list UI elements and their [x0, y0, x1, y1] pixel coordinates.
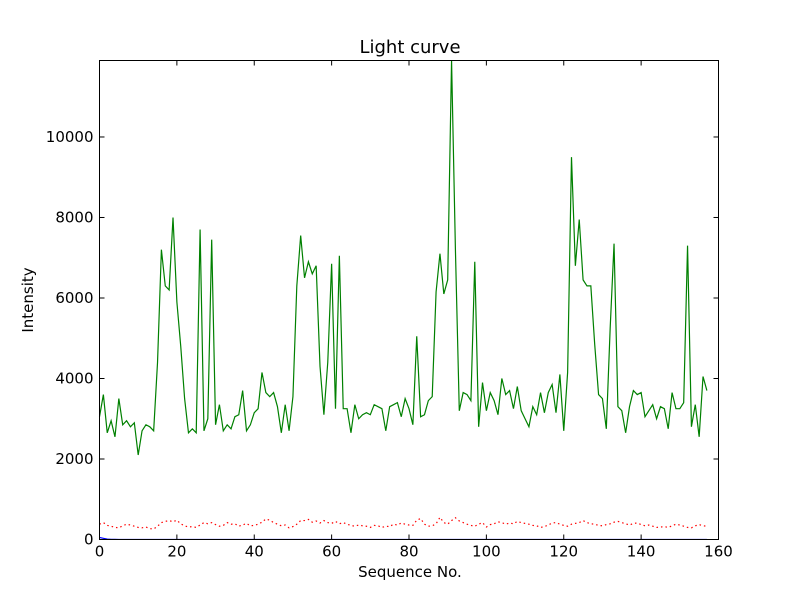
y-axis-label: Intensity	[19, 267, 37, 332]
series-line-0	[98, 60, 708, 456]
x-tick-label: 80	[399, 543, 418, 561]
y-tick-label: 10000	[46, 128, 94, 146]
y-tick-label: 4000	[55, 369, 93, 387]
x-tick-label: 120	[549, 543, 578, 561]
y-tick-label: 2000	[55, 450, 93, 468]
y-tick-label: 8000	[55, 208, 93, 226]
x-tick-label: 20	[167, 543, 186, 561]
x-tick-label: 0	[95, 543, 105, 561]
x-tick-label: 60	[322, 543, 341, 561]
x-tick-label: 40	[245, 543, 264, 561]
y-tick-label: 6000	[55, 289, 93, 307]
x-axis-label: Sequence No.	[358, 563, 462, 581]
x-tick-label: 160	[704, 543, 733, 561]
series-layer	[98, 60, 708, 541]
x-tick-label: 140	[627, 543, 656, 561]
plot-frame	[99, 60, 719, 540]
series-line-1	[99, 516, 707, 530]
y-tick-label: 0	[84, 531, 94, 549]
tick-layer: 0 20 40 60 80 100 120 140 160 0 2000 4000 6000 8000 10…	[46, 60, 733, 561]
chart-title: Light curve	[359, 37, 460, 58]
x-tick-label: 100	[472, 543, 501, 561]
